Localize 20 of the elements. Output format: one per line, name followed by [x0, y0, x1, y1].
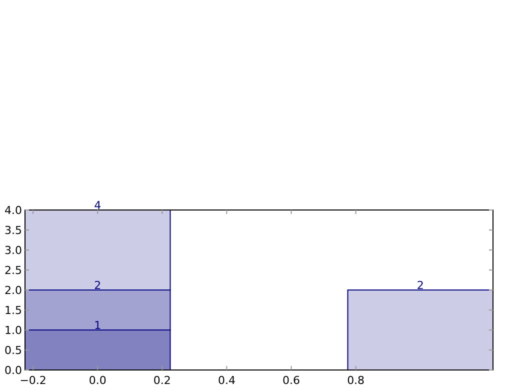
- x-tick-label: 0.0: [88, 374, 106, 387]
- y-tick-label: 2.5: [4, 264, 22, 277]
- annotation: 4: [94, 199, 102, 212]
- y-tick-label: 3.0: [4, 244, 22, 257]
- y-tick-label: 1.5: [4, 304, 22, 317]
- y-tick-label: 0.5: [4, 344, 22, 357]
- x-tick-label: 0.4: [218, 374, 236, 387]
- y-tick-label: 3.5: [4, 224, 22, 237]
- x-tick-label: 0.2: [153, 374, 171, 387]
- x-tick-label: 0.8: [347, 374, 365, 387]
- y-tick-label: 4.0: [4, 204, 22, 217]
- annotation: 2: [94, 279, 102, 292]
- x-tick-label: −0.2: [20, 374, 46, 387]
- y-tick-label: 0.0: [4, 364, 22, 377]
- data-label: 1: [94, 319, 102, 332]
- y-tick-label: 1.0: [4, 324, 22, 337]
- bar: [347, 290, 494, 370]
- x-tick-label: 0.6: [282, 374, 300, 387]
- data-label: 2: [416, 279, 424, 292]
- y-tick-label: 2.0: [4, 284, 22, 297]
